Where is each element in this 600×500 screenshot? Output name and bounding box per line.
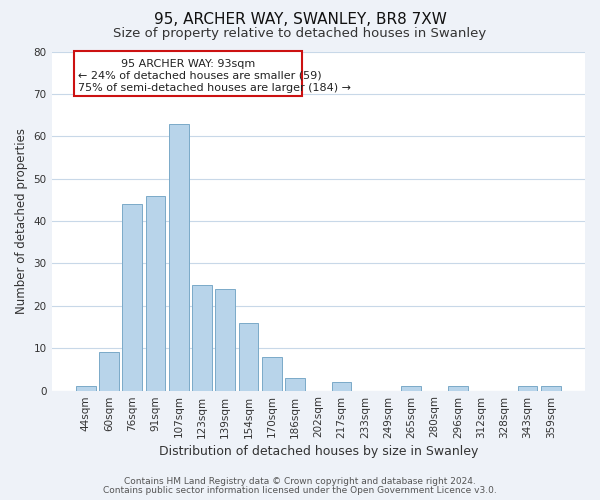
Bar	[99, 352, 119, 391]
Bar	[146, 196, 166, 390]
Bar	[332, 382, 352, 390]
Bar	[74, 52, 302, 96]
Text: Contains public sector information licensed under the Open Government Licence v3: Contains public sector information licen…	[103, 486, 497, 495]
Y-axis label: Number of detached properties: Number of detached properties	[15, 128, 28, 314]
X-axis label: Distribution of detached houses by size in Swanley: Distribution of detached houses by size …	[158, 444, 478, 458]
Bar	[76, 386, 95, 390]
Bar	[239, 323, 259, 390]
Text: 95, ARCHER WAY, SWANLEY, BR8 7XW: 95, ARCHER WAY, SWANLEY, BR8 7XW	[154, 12, 446, 28]
Text: 95 ARCHER WAY: 93sqm: 95 ARCHER WAY: 93sqm	[121, 59, 255, 69]
Bar	[122, 204, 142, 390]
Text: ← 24% of detached houses are smaller (59): ← 24% of detached houses are smaller (59…	[77, 70, 321, 81]
Text: Size of property relative to detached houses in Swanley: Size of property relative to detached ho…	[113, 28, 487, 40]
Bar	[215, 289, 235, 390]
Bar	[262, 356, 281, 390]
Text: 75% of semi-detached houses are larger (184) →: 75% of semi-detached houses are larger (…	[77, 84, 350, 94]
Bar	[285, 378, 305, 390]
Bar	[192, 284, 212, 391]
Bar	[448, 386, 468, 390]
Bar	[401, 386, 421, 390]
Text: Contains HM Land Registry data © Crown copyright and database right 2024.: Contains HM Land Registry data © Crown c…	[124, 477, 476, 486]
Bar	[518, 386, 538, 390]
Bar	[541, 386, 561, 390]
Bar	[169, 124, 188, 390]
